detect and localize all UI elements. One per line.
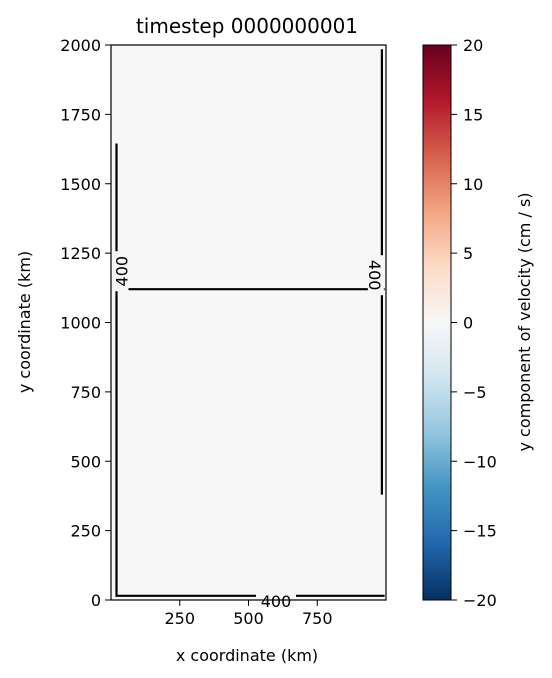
contour-label: 400 [261,592,292,611]
colorbar-tick-label: 5 [463,244,473,263]
y-tick-label: 1500 [60,175,101,194]
colorbar-ticks: −20 −15 −10 −5 0 5 10 15 20 [451,36,497,610]
x-axis: 250 500 750 [164,600,333,628]
chart-title: timestep 0000000001 [136,14,358,38]
velocity-field [111,45,386,600]
y-tick-label: 2000 [60,36,101,55]
contour-label: 400 [365,260,384,291]
x-tick-label: 750 [302,609,333,628]
colorbar-tick-label: 20 [463,36,483,55]
contour-label-bg [367,255,384,296]
colorbar-gradient [422,44,452,601]
colorbar-tick-label: −15 [463,522,497,541]
y-tick-label: 500 [70,452,101,471]
colorbar-label: y component of velocity (cm / s) [515,192,534,451]
y-tick-label: 750 [70,383,101,402]
contour-label: 400 [113,256,132,287]
contour-label-bg [112,251,129,292]
colorbar-tick-label: −10 [463,452,497,471]
plot-area: 400 400 400 [110,44,387,611]
y-tick-label: 1750 [60,105,101,124]
colorbar-tick-label: −20 [463,591,497,610]
contour-lines: 400 400 400 [112,49,385,611]
y-axis-label: y coordinate (km) [15,251,34,393]
y-axis: 0 250 500 750 1000 1250 1500 1750 2000 [60,36,111,610]
x-tick-label: 250 [164,609,195,628]
colorbar-tick-label: 0 [463,314,473,333]
colorbar: −20 −15 −10 −5 0 5 10 15 20 y component of veloc… [422,36,534,610]
colorbar-tick-label: 15 [463,105,483,124]
y-tick-label: 1000 [60,314,101,333]
y-tick-label: 250 [70,522,101,541]
x-tick-label: 500 [233,609,264,628]
colorbar-tick-label: −5 [463,383,487,402]
y-tick-label: 1250 [60,244,101,263]
colorbar-tick-label: 10 [463,175,483,194]
x-axis-label: x coordinate (km) [176,646,318,665]
y-tick-label: 0 [91,591,101,610]
